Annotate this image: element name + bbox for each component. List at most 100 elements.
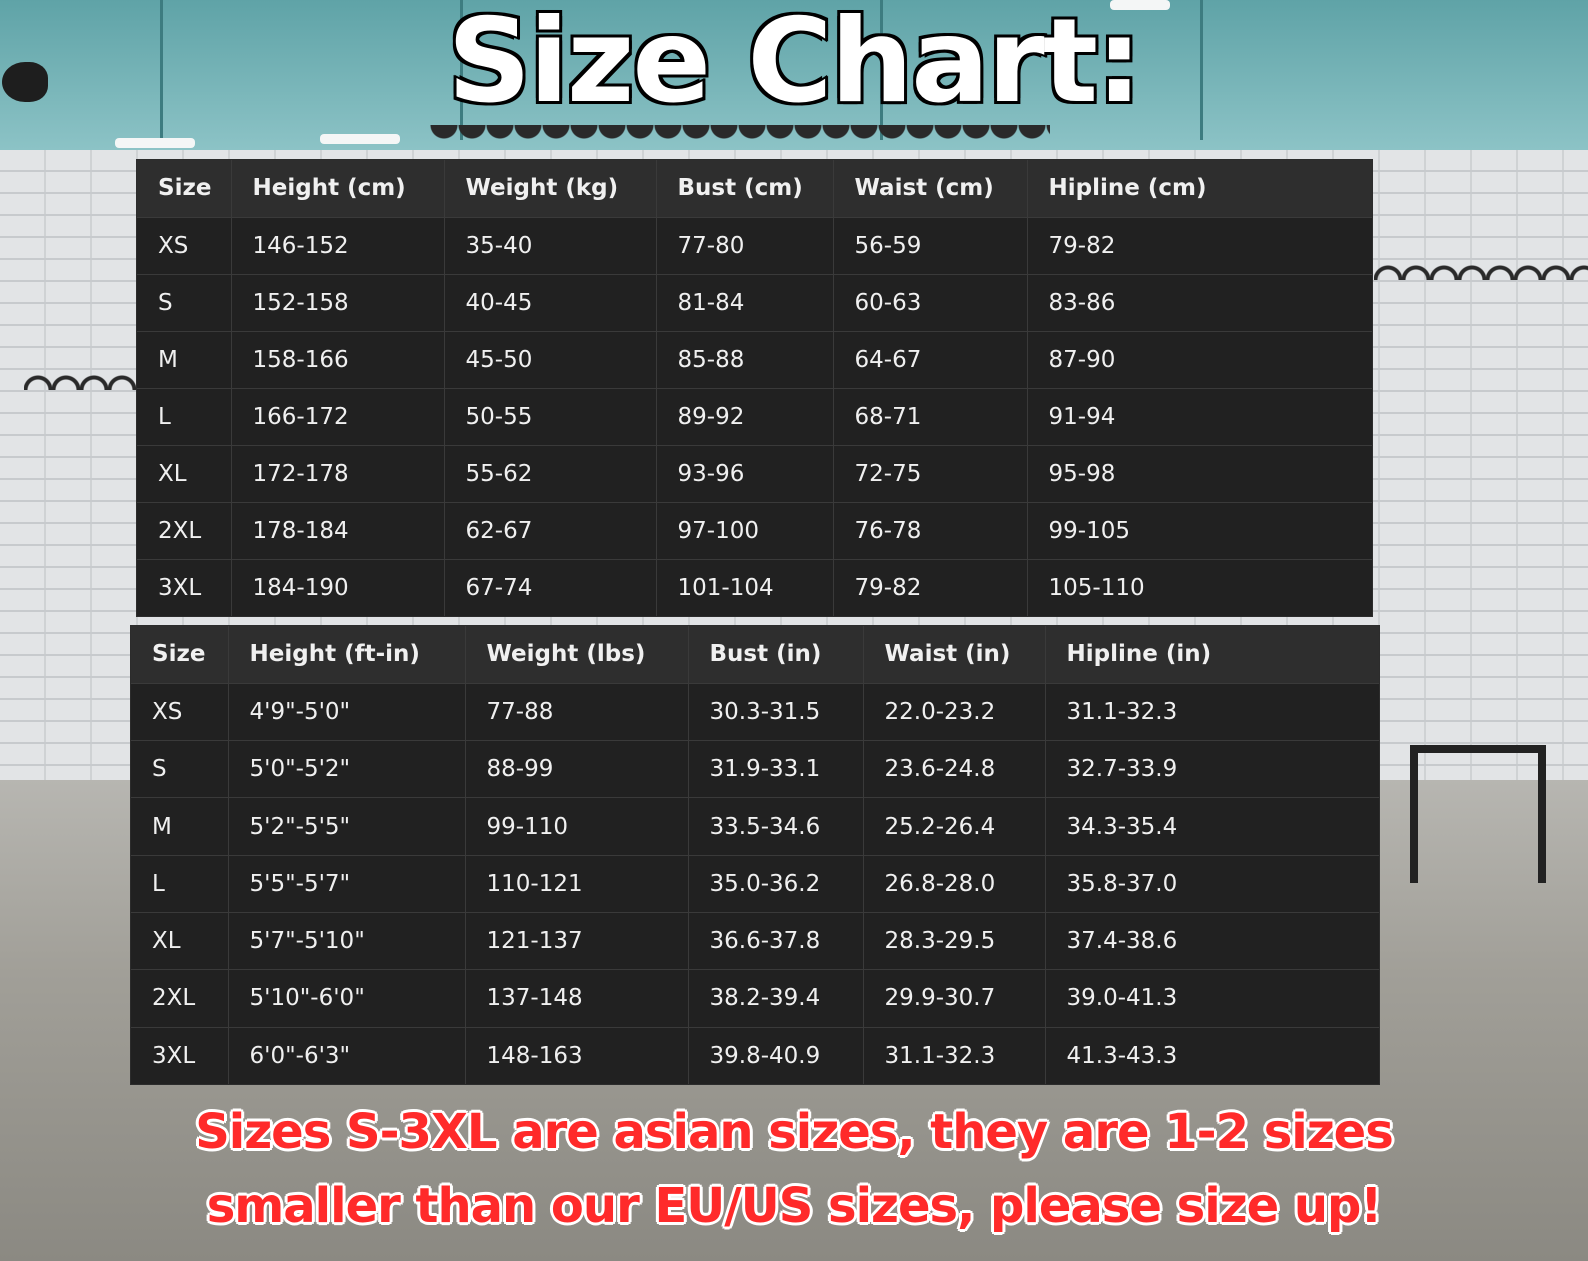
ceiling-panel: [880, 0, 1203, 140]
size-cell: 2XL: [137, 502, 232, 560]
ceiling-panel: [0, 0, 163, 140]
height-cell: 146-152: [231, 217, 445, 275]
column-header: Size: [137, 160, 232, 218]
table-row: XL 172-178 55-62 93-96 72-75 95-98: [137, 445, 1372, 503]
table-row: L 166-172 50-55 89-92 68-71 91-94: [137, 388, 1372, 446]
height-cell: 5'10"-6'0": [228, 969, 466, 1028]
height-cell: 6'0"-6'3": [228, 1027, 466, 1085]
height-cell: 166-172: [231, 388, 445, 446]
table-row: 2XL 5'10"-6'0" 137-148 38.2-39.4 29.9-30…: [131, 969, 1379, 1028]
hipline-cell: 31.1-32.3: [1045, 683, 1379, 742]
hipline-cell: 39.0-41.3: [1045, 969, 1379, 1028]
bust-cell: 89-92: [656, 388, 834, 446]
column-header: Bust (cm): [656, 160, 834, 218]
size-cell: XS: [137, 217, 232, 275]
height-cell: 158-166: [231, 331, 445, 389]
waist-cell: 26.8-28.0: [863, 855, 1046, 913]
ceiling-light: [115, 138, 195, 148]
size-table-metric: Size Height (cm) Weight (kg) Bust (cm) W…: [137, 160, 1372, 616]
hipline-cell: 91-94: [1027, 388, 1372, 446]
weight-cell: 50-55: [444, 388, 657, 446]
weight-cell: 121-137: [465, 912, 689, 971]
column-header: Bust (in): [688, 626, 864, 684]
waist-cell: 72-75: [833, 445, 1028, 503]
bust-cell: 77-80: [656, 217, 834, 275]
waist-cell: 60-63: [833, 274, 1028, 332]
table-row: XS 4'9"-5'0" 77-88 30.3-31.5 22.0-23.2 3…: [131, 683, 1379, 742]
hipline-cell: 34.3-35.4: [1045, 797, 1379, 856]
height-cell: 184-190: [231, 559, 445, 616]
weight-cell: 40-45: [444, 274, 657, 332]
height-cell: 5'5"-5'7": [228, 855, 466, 913]
hipline-cell: 79-82: [1027, 217, 1372, 275]
size-cell: 2XL: [131, 969, 229, 1028]
bust-cell: 101-104: [656, 559, 834, 616]
waist-cell: 68-71: [833, 388, 1028, 446]
bust-cell: 30.3-31.5: [688, 683, 864, 742]
size-cell: L: [131, 855, 229, 913]
sizing-note-line-1: Sizes S-3XL are asian sizes, they are 1-…: [195, 1104, 1394, 1160]
hipline-cell: 32.7-33.9: [1045, 740, 1379, 799]
waist-cell: 25.2-26.4: [863, 797, 1046, 856]
column-header: Size: [131, 626, 229, 684]
weight-cell: 67-74: [444, 559, 657, 616]
weight-cell: 110-121: [465, 855, 689, 913]
weight-cell: 137-148: [465, 969, 689, 1028]
metal-rack: [1410, 745, 1546, 883]
weight-cell: 55-62: [444, 445, 657, 503]
ceiling-panel: [460, 0, 883, 140]
page-title: Size Chart:: [446, 0, 1145, 131]
height-cell: 5'2"-5'5": [228, 797, 466, 856]
column-header: Hipline (cm): [1027, 160, 1372, 218]
table-header-row: Size Height (ft-in) Weight (lbs) Bust (i…: [131, 626, 1379, 684]
bust-cell: 93-96: [656, 445, 834, 503]
height-cell: 5'7"-5'10": [228, 912, 466, 971]
height-cell: 152-158: [231, 274, 445, 332]
size-cell: 3XL: [137, 559, 232, 616]
size-table-imperial: Size Height (ft-in) Weight (lbs) Bust (i…: [131, 626, 1379, 1085]
table-row: S 5'0"-5'2" 88-99 31.9-33.1 23.6-24.8 32…: [131, 740, 1379, 799]
hipline-cell: 95-98: [1027, 445, 1372, 503]
height-cell: 178-184: [231, 502, 445, 560]
arch-decoration: [1374, 250, 1588, 280]
size-cell: S: [137, 274, 232, 332]
hipline-cell: 35.8-37.0: [1045, 855, 1379, 913]
waist-cell: 64-67: [833, 331, 1028, 389]
waist-cell: 79-82: [833, 559, 1028, 616]
weight-cell: 45-50: [444, 331, 657, 389]
hipline-cell: 83-86: [1027, 274, 1372, 332]
column-header: Waist (in): [863, 626, 1046, 684]
waist-cell: 28.3-29.5: [863, 912, 1046, 971]
size-cell: M: [137, 331, 232, 389]
weight-cell: 88-99: [465, 740, 689, 799]
table-row: S 152-158 40-45 81-84 60-63 83-86: [137, 274, 1372, 332]
waist-cell: 29.9-30.7: [863, 969, 1046, 1028]
table-row: M 5'2"-5'5" 99-110 33.5-34.6 25.2-26.4 3…: [131, 797, 1379, 856]
bust-cell: 33.5-34.6: [688, 797, 864, 856]
ceiling-light: [1110, 0, 1170, 10]
table-header-row: Size Height (cm) Weight (kg) Bust (cm) W…: [137, 160, 1372, 218]
waist-cell: 76-78: [833, 502, 1028, 560]
speaker-decoration: [2, 62, 48, 102]
table-row: 3XL 6'0"-6'3" 148-163 39.8-40.9 31.1-32.…: [131, 1027, 1379, 1085]
weight-cell: 35-40: [444, 217, 657, 275]
column-header: Hipline (in): [1045, 626, 1379, 684]
size-cell: XL: [137, 445, 232, 503]
table-row: 2XL 178-184 62-67 97-100 76-78 99-105: [137, 502, 1372, 560]
bust-cell: 36.6-37.8: [688, 912, 864, 971]
hipline-cell: 87-90: [1027, 331, 1372, 389]
weight-cell: 99-110: [465, 797, 689, 856]
waist-cell: 23.6-24.8: [863, 740, 1046, 799]
size-cell: L: [137, 388, 232, 446]
bust-cell: 97-100: [656, 502, 834, 560]
column-header: Weight (lbs): [465, 626, 689, 684]
hipline-cell: 37.4-38.6: [1045, 912, 1379, 971]
height-cell: 5'0"-5'2": [228, 740, 466, 799]
table-row: 3XL 184-190 67-74 101-104 79-82 105-110: [137, 559, 1372, 616]
size-cell: 3XL: [131, 1027, 229, 1085]
hipline-cell: 105-110: [1048, 574, 1145, 601]
ceiling-light: [320, 134, 400, 144]
height-cell: 4'9"-5'0": [228, 683, 466, 742]
size-cell: S: [131, 740, 229, 799]
size-cell: XS: [131, 683, 229, 742]
